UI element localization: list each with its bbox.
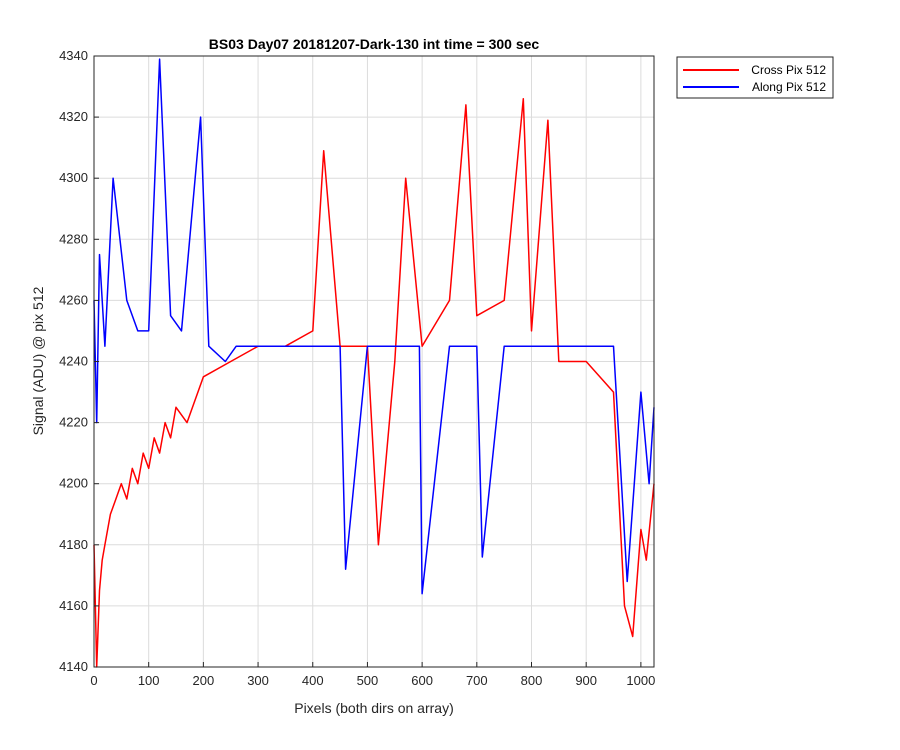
x-tick-label: 300: [247, 673, 269, 688]
series-line-0: [93, 98, 655, 668]
y-axis-label: Signal (ADU) @ pix 512: [30, 286, 46, 435]
x-tick-label: 600: [411, 673, 433, 688]
series-layer: [93, 58, 655, 668]
x-tick-label: 500: [357, 673, 379, 688]
x-axis-label: Pixels (both dirs on array): [294, 700, 454, 716]
y-tick-label: 4200: [59, 476, 88, 491]
chart-title: BS03 Day07 20181207-Dark-130 int time = …: [209, 36, 540, 52]
grid: [94, 56, 654, 667]
y-tick-label: 4140: [59, 659, 88, 674]
legend-label-along: Along Pix 512: [752, 80, 826, 94]
series-line-1: [93, 58, 655, 595]
y-tick-label: 4260: [59, 292, 88, 307]
x-tick-label: 900: [575, 673, 597, 688]
y-tick-label: 4240: [59, 354, 88, 369]
y-tick-label: 4300: [59, 170, 88, 185]
y-tick-label: 4180: [59, 537, 88, 552]
x-tick-label: 700: [466, 673, 488, 688]
x-tick-label: 100: [138, 673, 160, 688]
legend: Cross Pix 512 Along Pix 512: [676, 56, 834, 99]
y-tick-label: 4160: [59, 598, 88, 613]
x-tick-label: 800: [521, 673, 543, 688]
x-tick-label: 200: [193, 673, 215, 688]
y-tick-label: 4340: [59, 48, 88, 63]
y-tick-label: 4320: [59, 109, 88, 124]
x-tick-label: 1000: [626, 673, 655, 688]
y-tick-label: 4280: [59, 231, 88, 246]
x-tick-label: 400: [302, 673, 324, 688]
x-tick-label: 0: [90, 673, 97, 688]
legend-label-cross: Cross Pix 512: [751, 63, 826, 77]
y-tick-label: 4220: [59, 415, 88, 430]
legend-box: [676, 56, 834, 99]
axis-ticks: 0 100 200 300 400 500 600 700 800 900 1000 4140 4160…: [59, 48, 655, 688]
